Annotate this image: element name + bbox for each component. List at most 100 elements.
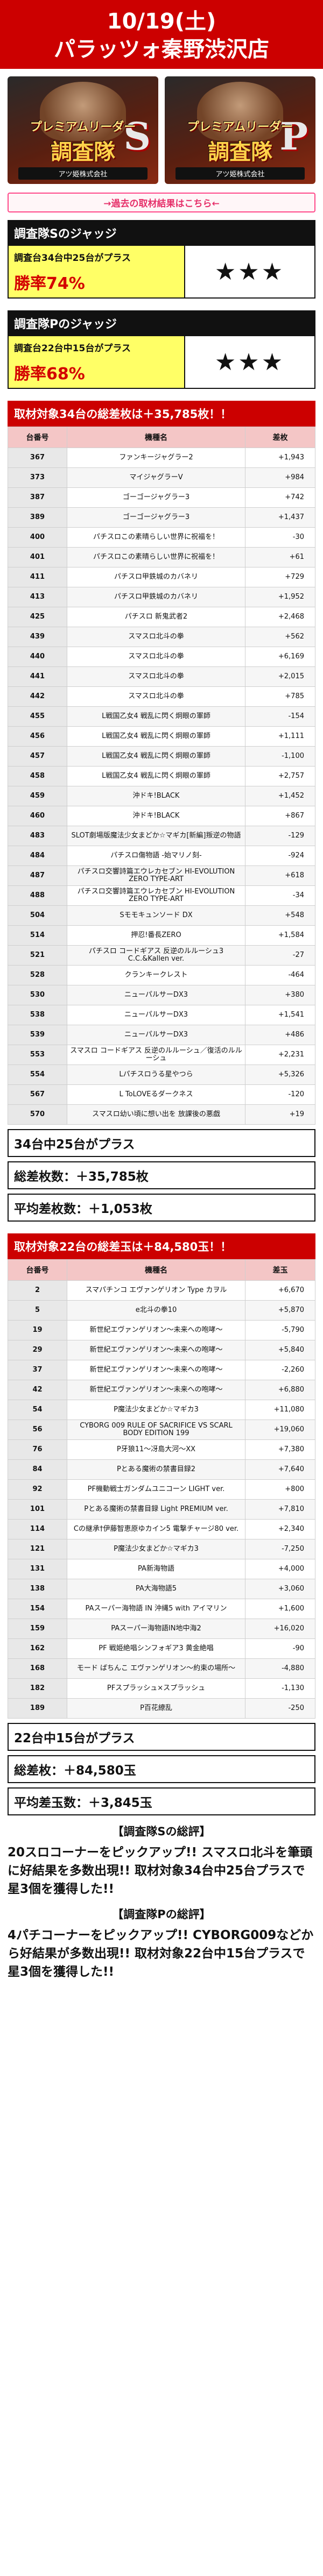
table-row: 439 スマスロ北斗の拳 +562	[8, 627, 315, 647]
machine-name: パチスロ甲鉄城のカバネリ	[67, 567, 245, 587]
machine-name: ゴーゴージャグラー3	[67, 507, 245, 528]
machine-number: 528	[8, 965, 67, 985]
diff-value: +1,600	[245, 1599, 315, 1619]
table-row: 455 L戦国乙女4 戦乱に閃く炯眼の軍師 -154	[8, 706, 315, 727]
diff-value: -129	[245, 826, 315, 846]
diff-value: -250	[245, 1698, 315, 1719]
table-row: 159 PAスーパー海物語IN地中海2 +16,020	[8, 1619, 315, 1639]
table-row: 457 L戦国乙女4 戦乱に閃く炯眼の軍師 -1,100	[8, 746, 315, 767]
machine-name: パチスロ交響詩篇エウレカセブン HI-EVOLUTION ZERO TYPE-A…	[67, 885, 245, 906]
past-results-link[interactable]: →過去の取材結果はこちら←	[8, 193, 315, 212]
table-row: 84 Pとある魔術の禁書目録2 +7,640	[8, 1459, 315, 1480]
table-row: 413 パチスロ甲鉄城のカバネリ +1,952	[8, 587, 315, 607]
diff-value: +5,326	[245, 1065, 315, 1085]
machine-number: 514	[8, 925, 67, 946]
machine-name: Pとある魔術の禁書目録2	[67, 1459, 245, 1480]
machine-number: 162	[8, 1638, 67, 1659]
machine-number: 189	[8, 1698, 67, 1719]
machine-number: 387	[8, 487, 67, 508]
table-row: 76 P牙狼11～冴島大河～XX +7,380	[8, 1439, 315, 1460]
banner-mark-s: S	[123, 114, 151, 159]
machine-name: L戦国乙女4 戦乱に閃く炯眼の軍師	[67, 706, 245, 727]
machine-name: CYBORG 009 RULE OF SACRIFICE VS SCARL BO…	[67, 1420, 245, 1440]
diff-value: +7,640	[245, 1459, 315, 1480]
machine-number: 373	[8, 467, 67, 488]
machine-number: 455	[8, 706, 67, 727]
machine-name: パチスロ甲鉄城のカバネリ	[67, 587, 245, 607]
banner-maker: アツ姫株式会社	[175, 167, 305, 180]
banner-survey-p[interactable]: P プレミアムリーダー 調査隊 アツ姫株式会社	[165, 76, 315, 184]
table-row: 92 PF機動戦士ガンダムユニコーン LIGHT ver. +800	[8, 1479, 315, 1500]
machine-number: 554	[8, 1065, 67, 1085]
table-row: 539 ニューパルサーDX3 +486	[8, 1025, 315, 1045]
machine-number: 411	[8, 567, 67, 587]
diff-value: -7,250	[245, 1539, 315, 1559]
machine-name: スマスロ北斗の拳	[67, 666, 245, 687]
machine-name: パチスロこの素晴らしい世界に祝福を！	[67, 527, 245, 548]
diff-value: -5,790	[245, 1320, 315, 1340]
review-p-title: 【調査隊Pの総評】	[112, 1908, 211, 1921]
diff-value: +742	[245, 487, 315, 508]
column-header: 機種名	[67, 427, 245, 448]
machine-name: スマスロ北斗の拳	[67, 686, 245, 707]
review-p-text: 4パチコーナーをピックアップ!! CYBORG009などから好結果が多数出現!!…	[8, 1928, 314, 1979]
report-page: 10/19(土) パラッツォ秦野渋沢店 S プレミアムリーダー 調査隊 アツ姫株…	[0, 0, 323, 1979]
table-row: 114 Cの継承†伊藤智恵原ゆカイン5 電撃チャージ80 ver. +2,340	[8, 1519, 315, 1539]
table-row: 389 ゴーゴージャグラー3 +1,437	[8, 507, 315, 528]
machine-name: 沖ドキ!BLACK	[67, 806, 245, 826]
diff-value: -30	[245, 527, 315, 548]
table-row: 483 SLOT劇場版魔法少女まどか☆マギカ[新編]叛逆の物語 -129	[8, 826, 315, 846]
machine-number: 456	[8, 726, 67, 747]
judge-s-stars-icon: ★★★	[185, 246, 314, 297]
machine-number: 19	[8, 1320, 67, 1340]
machine-number: 458	[8, 766, 67, 786]
machine-number: 484	[8, 846, 67, 866]
pachinko-plus-count: 22台中15台がプラス	[8, 1723, 315, 1751]
diff-value: -2,260	[245, 1360, 315, 1380]
table-row: 162 PF 戦姫絶唱シンフォギア3 黄金絶唱 -90	[8, 1638, 315, 1659]
diff-value: +380	[245, 985, 315, 1005]
report-date: 10/19(土)	[107, 9, 216, 34]
diff-value: -90	[245, 1638, 315, 1659]
table-row: 538 ニューパルサーDX3 +1,541	[8, 1005, 315, 1025]
diff-value: +2,340	[245, 1519, 315, 1539]
machine-number: 76	[8, 1439, 67, 1460]
table-row: 514 押忍!番長ZERO +1,584	[8, 925, 315, 946]
review-s-title: 【調査隊Sの総評】	[112, 1825, 211, 1838]
table-row: 54 P魔法少女まどか☆マギカ3 +11,080	[8, 1400, 315, 1420]
machine-number: 367	[8, 448, 67, 468]
machine-number: 488	[8, 885, 67, 906]
machine-name: L ToLOVEるダークネス	[67, 1084, 245, 1105]
diff-value: -4,880	[245, 1658, 315, 1679]
table-row: 387 ゴーゴージャグラー3 +742	[8, 487, 315, 508]
machine-number: 530	[8, 985, 67, 1005]
machine-name: 新世紀エヴァンゲリオン～未来への咆哮～	[67, 1320, 245, 1340]
judge-p-rate: 勝率68%	[14, 365, 85, 384]
table-row: 441 スマスロ北斗の拳 +2,015	[8, 666, 315, 687]
table-row: 456 L戦国乙女4 戦乱に閃く炯眼の軍師 +1,111	[8, 726, 315, 747]
pachinko-section-title: 取材対象22台の総差玉は＋84,580玉！！	[8, 1233, 315, 1259]
banner-maker: アツ姫株式会社	[18, 167, 148, 180]
table-row: 440 スマスロ北斗の拳 +6,169	[8, 647, 315, 667]
slot-total-diff: 総差枚数：＋35,785枚	[8, 1161, 315, 1189]
machine-name: ニューパルサーDX3	[67, 1025, 245, 1045]
diff-value: +486	[245, 1025, 315, 1045]
table-row: 182 PFスプラッシュ×スプラッシュ -1,130	[8, 1678, 315, 1699]
machine-name: PF 戦姫絶唱シンフォギア3 黄金絶唱	[67, 1638, 245, 1659]
machine-name: モード ばちんこ エヴァンゲリオン～約束の場所～	[67, 1658, 245, 1679]
machine-number: 487	[8, 865, 67, 886]
column-header: 機種名	[67, 1259, 245, 1281]
diff-value: +1,952	[245, 587, 315, 607]
column-header: 台番号	[8, 1259, 67, 1281]
table-row: 121 P魔法少女まどか☆マギカ3 -7,250	[8, 1539, 315, 1559]
machine-name: P百花繚乱	[67, 1698, 245, 1719]
banner-survey-s[interactable]: S プレミアムリーダー 調査隊 アツ姫株式会社	[8, 76, 158, 184]
store-name: パラッツォ秦野渋沢店	[54, 37, 269, 62]
table-row: 189 P百花繚乱 -250	[8, 1698, 315, 1719]
table-row: 373 マイジャグラーV +984	[8, 467, 315, 488]
machine-number: 570	[8, 1104, 67, 1125]
pachinko-average-diff: 平均差玉数：＋3,845玉	[8, 1787, 315, 1815]
machine-name: P魔法少女まどか☆マギカ3	[67, 1539, 245, 1559]
machine-number: 2	[8, 1280, 67, 1301]
diff-value: -1,100	[245, 746, 315, 767]
